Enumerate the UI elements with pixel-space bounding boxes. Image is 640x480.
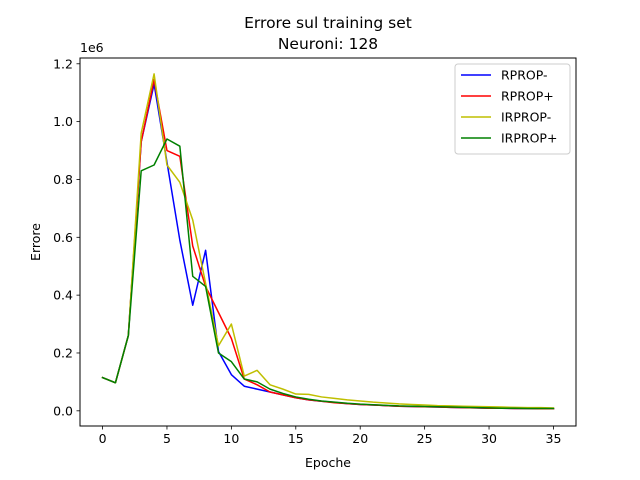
x-tick-label: 20 (352, 431, 368, 446)
chart-subtitle: Neuroni: 128 (278, 35, 378, 53)
legend: RPROP- RPROP+ IRPROP- IRPROP+ (454, 63, 571, 155)
y-axis-label: Errore (28, 223, 43, 261)
x-tick-label: 25 (417, 431, 433, 446)
series-line-irprop (101, 138, 555, 410)
series-layer (101, 73, 555, 410)
y-axis: 0.0 0.2 0.4 0.6 0.8 1.0 1.2 (53, 56, 80, 418)
plot-frame (79, 57, 577, 427)
chart-title: Errore sul training set (244, 14, 412, 32)
x-axis: 0 5 10 15 20 25 30 35 (99, 426, 562, 446)
y-tick-label: 0.8 (53, 172, 73, 187)
x-tick-label: 35 (546, 431, 562, 446)
y-tick-label: 0.0 (53, 403, 73, 418)
y-tick-label: 0.2 (53, 345, 73, 360)
x-tick-label: 5 (163, 431, 171, 446)
legend-label: IRPROP- (501, 110, 551, 125)
x-tick-label: 30 (481, 431, 497, 446)
series-line-irprop (101, 73, 555, 409)
legend-label: IRPROP+ (501, 131, 557, 146)
y-tick-label: 0.6 (53, 230, 73, 245)
y-tick-label: 0.4 (53, 288, 73, 303)
x-tick-label: 10 (223, 431, 239, 446)
x-tick-label: 0 (99, 431, 107, 446)
plot-area (79, 57, 577, 427)
x-axis-label: Epoche (305, 455, 351, 470)
y-tick-label: 1.2 (53, 56, 73, 71)
y-tick-label: 1.0 (53, 114, 73, 129)
y-axis-offset-label: 1e6 (80, 40, 104, 55)
legend-label: RPROP+ (501, 89, 554, 104)
legend-frame (454, 63, 571, 155)
x-tick-label: 15 (288, 431, 304, 446)
legend-label: RPROP- (501, 68, 548, 83)
